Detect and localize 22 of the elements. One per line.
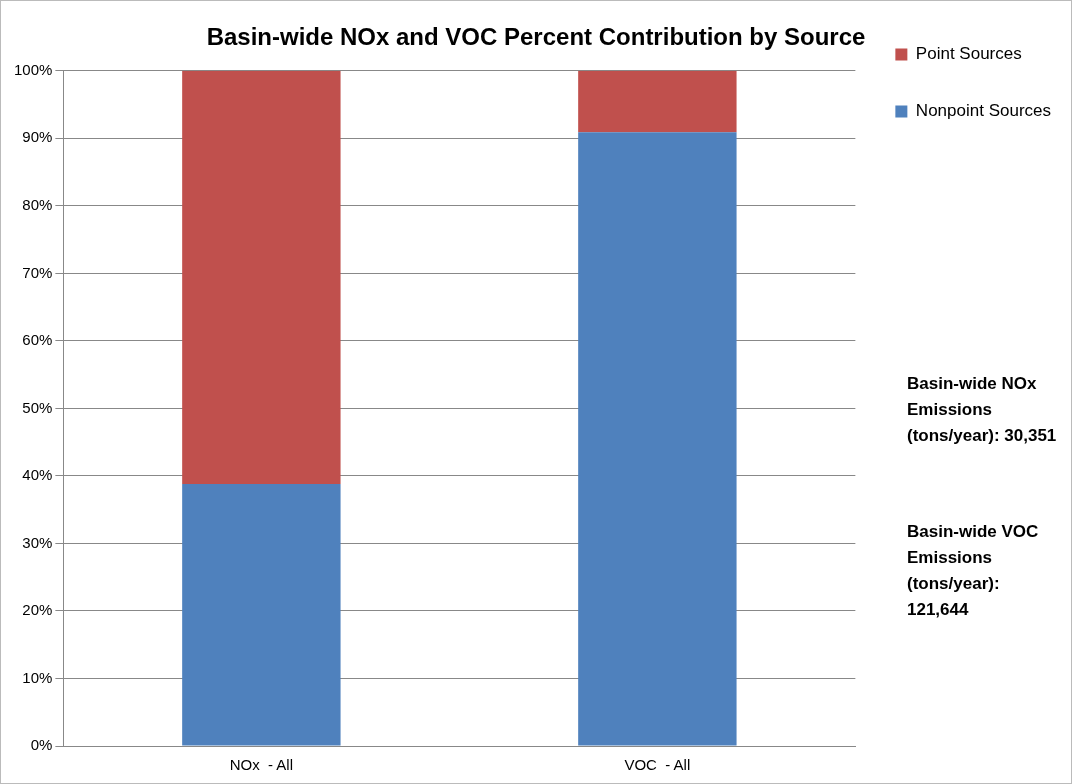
y-tick-label: 60%	[22, 331, 53, 349]
x-tick-label: NOx - All	[229, 756, 294, 774]
bar	[182, 484, 341, 746]
text: Basin-wide VOC Emissions (tons/year): 121,644	[907, 521, 1040, 621]
y-tick-label: 70%	[22, 263, 53, 281]
y-tick-label: 50%	[22, 398, 53, 416]
bar	[578, 132, 737, 746]
y-tick-label: 0%	[30, 736, 53, 754]
bar	[182, 70, 341, 485]
text: Basin-wide NOx Emissions (tons/year): 30,351	[907, 373, 1057, 447]
y-tick-label: 100%	[13, 60, 53, 78]
legend-label: Nonpoint Sources	[915, 101, 1051, 121]
y-tick-label: 90%	[22, 128, 53, 146]
y-tick-label: 30%	[22, 533, 53, 551]
y-tick-label: 40%	[22, 466, 53, 484]
y-tick-label: 20%	[22, 601, 53, 619]
chart-title: Basin-wide NOx and VOC Percent Contribution by Source	[206, 23, 866, 51]
bar	[578, 70, 737, 133]
x-tick-label: VOC - All	[624, 756, 691, 774]
y-tick-label: 10%	[22, 668, 53, 686]
legend-label: Point Sources	[915, 44, 1022, 64]
y-tick-label: 80%	[22, 195, 53, 213]
